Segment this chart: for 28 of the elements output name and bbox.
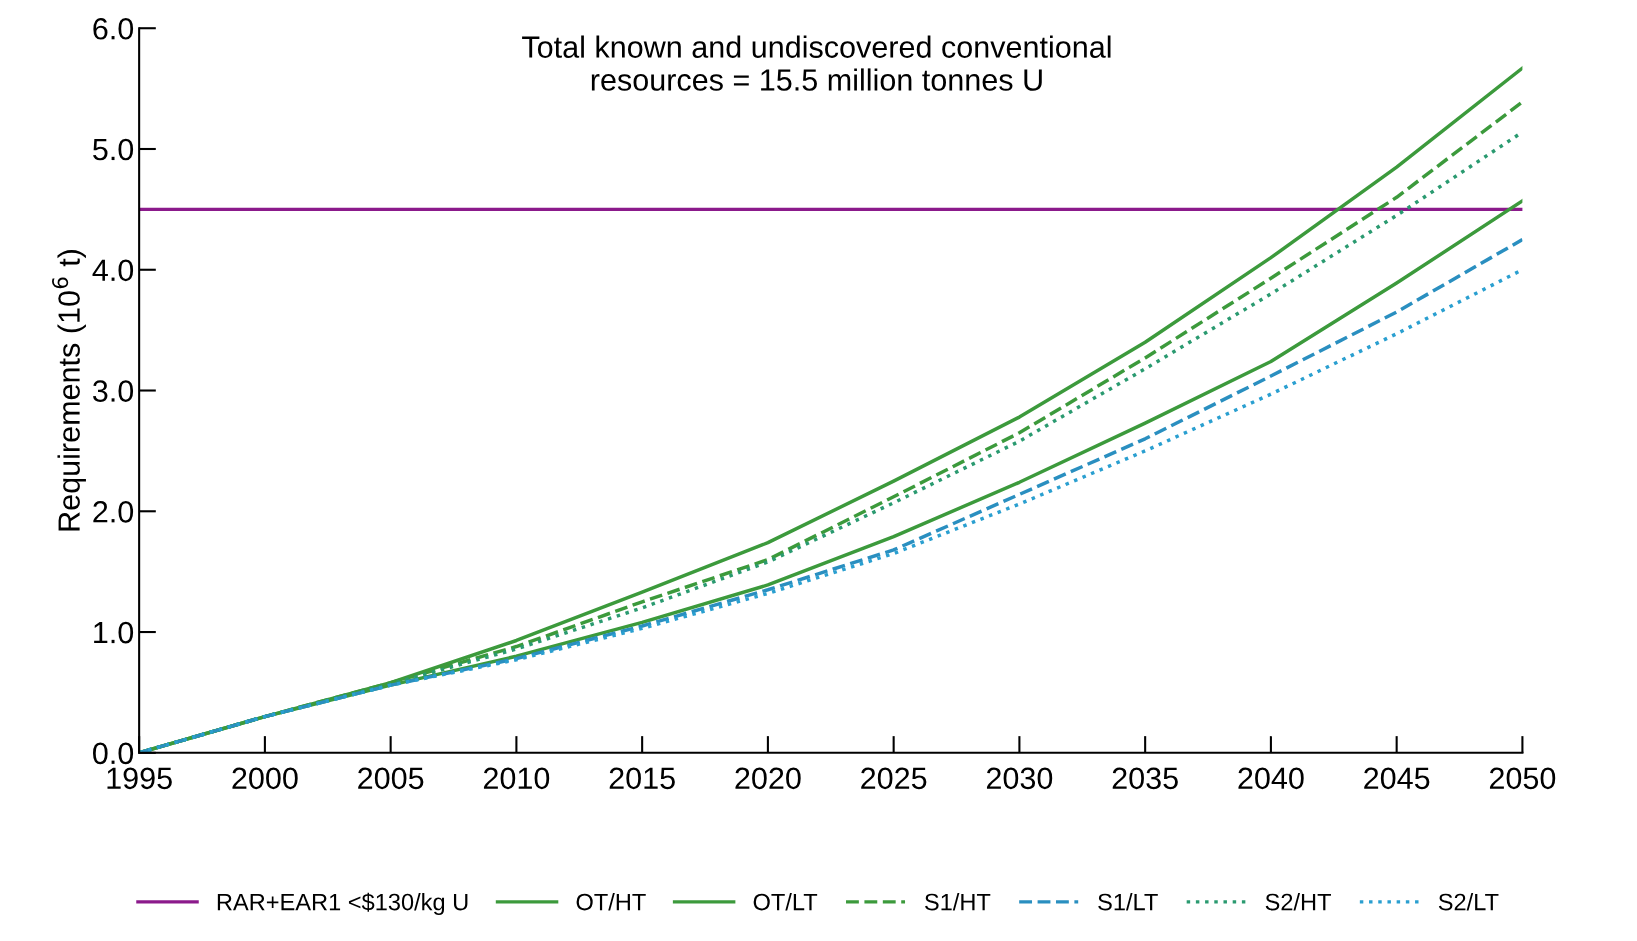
x-tick-label: 2040 — [1238, 767, 1304, 790]
y-tick-label: 1.0 — [94, 621, 134, 644]
y-tick-label: 2.0 — [93, 501, 134, 523]
legend-label: S2/HT — [1265, 893, 1331, 911]
y-axis-title: Requirements (10$^{6}$ t) — [52, 250, 86, 531]
legend-label: OT/LT — [753, 893, 818, 911]
legend-label: OT/HT — [576, 893, 646, 911]
x-tick-label: 2050 — [1489, 767, 1556, 790]
y-tick-label: 3.0 — [92, 380, 134, 402]
annotation: Total known and undiscovered conventional resources = 15.5 million tonnes U — [522, 35, 1111, 91]
legend-label: S1/HT — [925, 893, 991, 911]
x-tick-label: 2035 — [1112, 767, 1178, 790]
y-tick-label: 4.0 — [92, 259, 134, 282]
y-tick-label: 5.0 — [93, 138, 134, 161]
legend-label: S1/LT — [1098, 893, 1158, 911]
x-tick-label: 2010 — [483, 767, 550, 790]
x-tick-label: 2030 — [986, 767, 1053, 790]
x-tick-label: 2015 — [609, 767, 675, 790]
y-tick-label: 0.0 — [93, 742, 134, 765]
x-tick-label: 2000 — [232, 767, 298, 790]
x-tick-label: 2045 — [1364, 767, 1430, 790]
x-tick-label: 2005 — [358, 767, 424, 790]
x-tick-label: 2020 — [735, 767, 801, 790]
x-tick-label: 2025 — [861, 767, 927, 790]
x-tick-label: 1995 — [107, 767, 172, 790]
legend-label: RAR+EAR1 <$130/kg U — [217, 892, 468, 916]
legend-label: S2/LT — [1438, 893, 1499, 911]
y-tick-label: 6.0 — [93, 17, 134, 40]
